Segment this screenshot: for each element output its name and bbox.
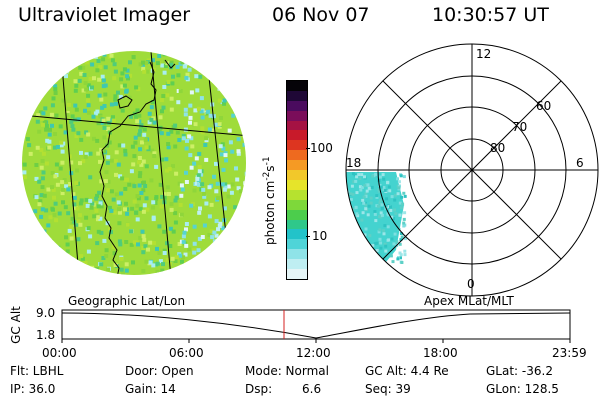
header-time: 10:30:57 UT bbox=[432, 4, 549, 26]
timeline-ticks bbox=[61, 339, 571, 343]
colorbar-segment bbox=[287, 170, 307, 180]
glon-readout: GLon: 128.5 bbox=[486, 382, 559, 396]
altitude-curve bbox=[61, 312, 571, 339]
time-tick-1800: 18:00 bbox=[423, 346, 458, 360]
seq-readout: Seq: 39 bbox=[365, 382, 411, 396]
colorbar-segment bbox=[287, 100, 307, 111]
time-tick-0600: 06:00 bbox=[169, 346, 204, 360]
polar-ring-70: 70 bbox=[512, 120, 527, 134]
polar-grid bbox=[345, 43, 599, 297]
header-date: 06 Nov 07 bbox=[272, 4, 370, 26]
dsp-value: 6.6 bbox=[302, 382, 322, 396]
time-tick-1200: 12:00 bbox=[296, 346, 331, 360]
colorbar-segment bbox=[287, 90, 307, 101]
geographic-grid bbox=[22, 51, 246, 275]
colorbar-segment bbox=[287, 140, 307, 151]
colorbar-segment bbox=[287, 249, 307, 260]
colorbar-segment bbox=[287, 189, 307, 200]
polar-ring-80: 80 bbox=[490, 141, 505, 155]
mode-readout: Mode: Normal bbox=[245, 364, 329, 378]
colorbar-tick-mark-10 bbox=[306, 236, 310, 237]
polar-label-18: 18 bbox=[346, 156, 361, 170]
gc-alt-high: 9.0 bbox=[36, 306, 56, 320]
colorbar-segment bbox=[287, 229, 307, 240]
colorbar-segment bbox=[287, 199, 307, 210]
colorbar-segment bbox=[287, 209, 307, 220]
colorbar-segment bbox=[287, 80, 307, 91]
colorbar bbox=[286, 80, 308, 280]
time-tick-0000: 00:00 bbox=[42, 346, 77, 360]
colorbar-segment bbox=[287, 259, 307, 270]
gain-readout: Gain: 14 bbox=[125, 382, 176, 396]
ip-readout: IP: 36.0 bbox=[10, 382, 56, 396]
apex-mlat-mlt-label: Apex MLat/MLT bbox=[424, 294, 514, 308]
colorbar-segment bbox=[287, 120, 307, 131]
app-title: Ultraviolet Imager bbox=[18, 4, 191, 26]
colorbar-segment bbox=[287, 130, 307, 141]
polar-label-6: 6 bbox=[576, 156, 584, 170]
colorbar-tick-100: 100 bbox=[310, 141, 333, 155]
time-tick-2359: 23:59 bbox=[552, 346, 587, 360]
colorbar-segment bbox=[287, 150, 307, 161]
geographic-latlon-label: Geographic Lat/Lon bbox=[68, 294, 186, 308]
polar-label-0: 0 bbox=[467, 277, 475, 291]
colorbar-segment bbox=[287, 160, 307, 171]
gc-alt-readout: GC Alt: 4.4 Re bbox=[365, 364, 449, 378]
polar-label-12: 12 bbox=[476, 47, 491, 61]
gc-alt-low: 1.8 bbox=[36, 328, 56, 342]
door-readout: Door: Open bbox=[125, 364, 194, 378]
filter-readout: Flt: LBHL bbox=[10, 364, 64, 378]
colorbar-segment bbox=[287, 219, 307, 230]
timeline-frame bbox=[61, 309, 571, 340]
colorbar-segment bbox=[287, 110, 307, 121]
colorbar-tick-mark-100 bbox=[306, 148, 310, 149]
colorbar-segment bbox=[287, 269, 307, 279]
colorbar-segment bbox=[287, 239, 307, 250]
dsp-label: Dsp: bbox=[245, 382, 273, 396]
colorbar-tick-10: 10 bbox=[312, 229, 328, 243]
polar-ring-60: 60 bbox=[536, 99, 551, 113]
glat-readout: GLat: -36.2 bbox=[486, 364, 553, 378]
colorbar-segment bbox=[287, 179, 307, 190]
